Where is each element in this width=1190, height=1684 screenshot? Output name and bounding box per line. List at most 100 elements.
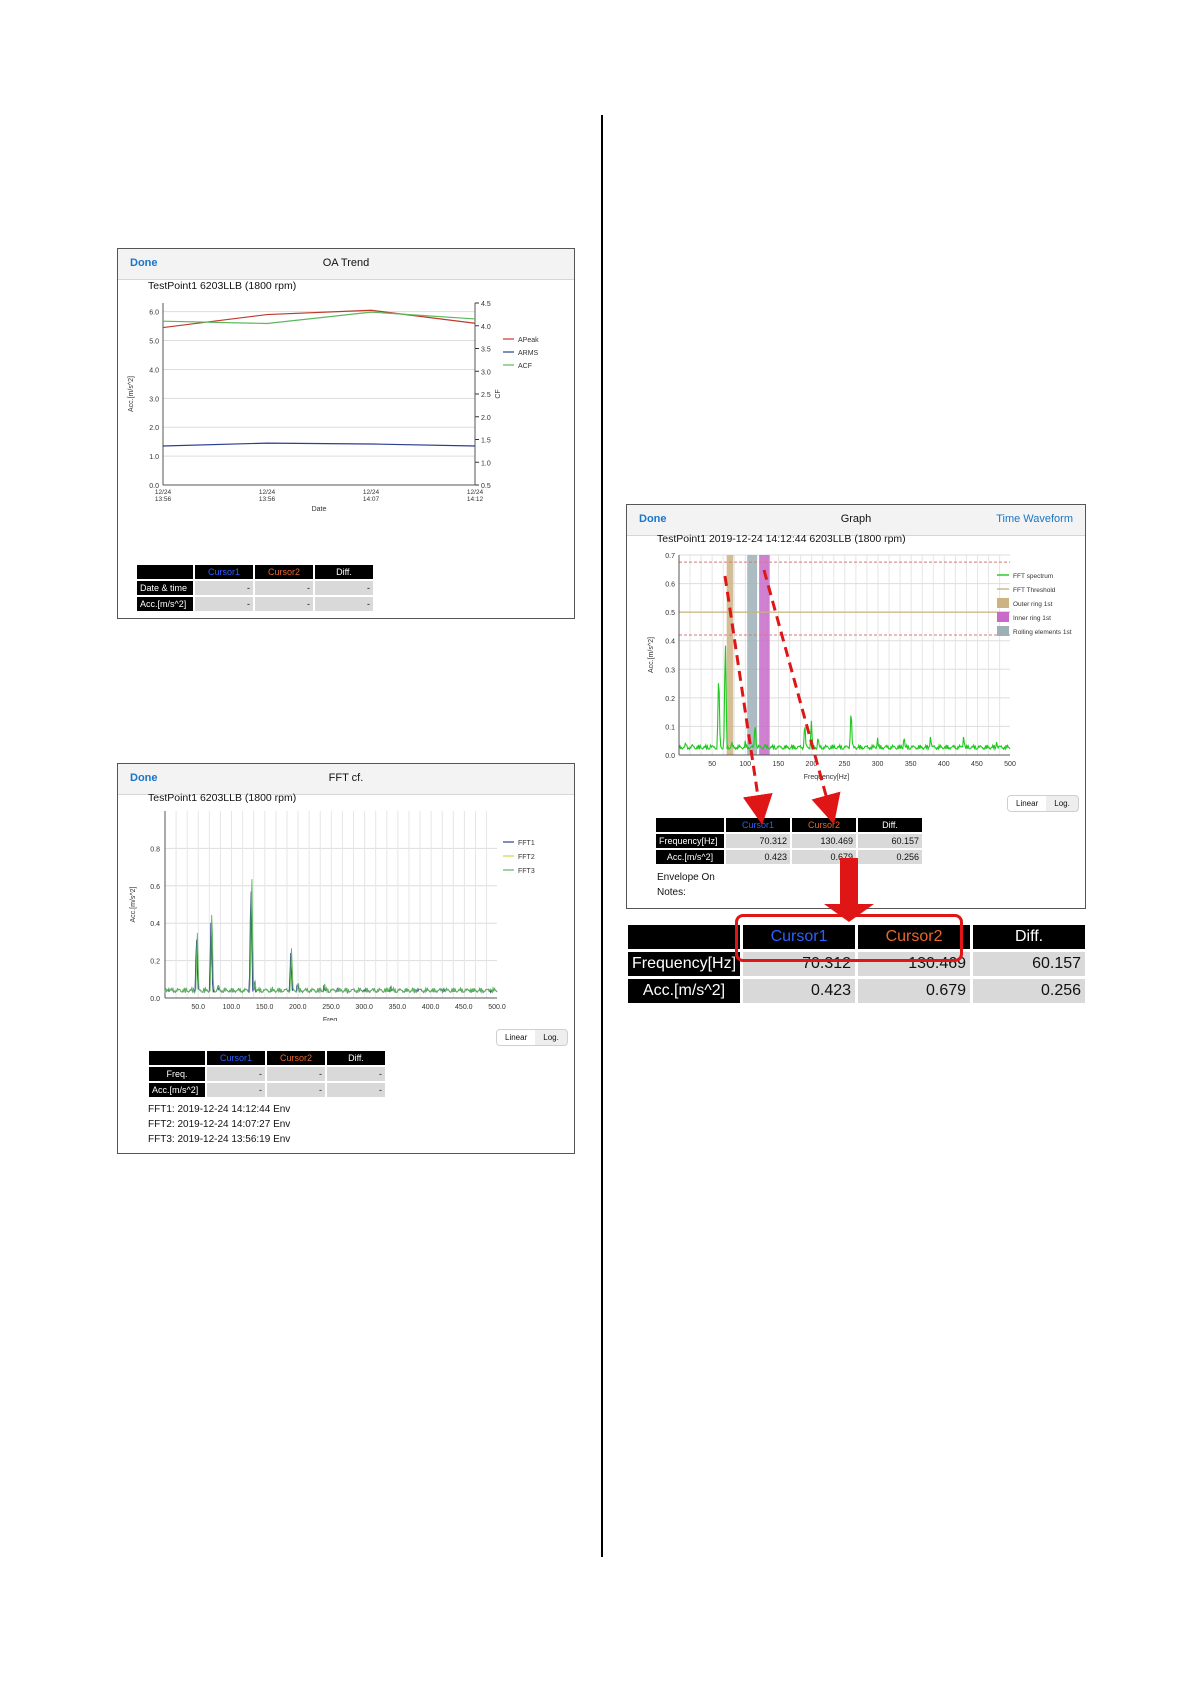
diff-header: Diff.	[858, 818, 922, 832]
row-label: Date & time	[137, 581, 193, 595]
x-tick-label: 12/24	[259, 489, 276, 496]
x-tick-label: 350	[905, 761, 917, 768]
x-tick-label: 150.0	[256, 1004, 274, 1011]
x-tick-label: 300	[872, 761, 884, 768]
done-button[interactable]: Done	[130, 257, 158, 269]
table-row: Acc.[m/s^2] - - -	[149, 1083, 385, 1097]
fft-spectrum-chart[interactable]: 0.0 0.1 0.2 0.3 0.4 0.5 0.6 0.7 50 100 150 200 250 30…	[627, 547, 1085, 787]
x-tick-label: 14:07	[363, 496, 380, 503]
measurement-subtitle: TestPoint1 6203LLB (1800 rpm)	[148, 792, 297, 804]
table-cell: 130.469	[792, 834, 856, 848]
cursor2-header[interactable]: Cursor2	[255, 565, 313, 579]
y-tick-label: 0.2	[150, 959, 160, 966]
linear-button[interactable]: Linear	[497, 1030, 536, 1045]
y2-tick-label: 3.0	[481, 369, 491, 376]
screen-title: OA Trend	[322, 257, 370, 269]
table-corner	[656, 818, 724, 832]
y-tick-label: 0.7	[665, 553, 675, 560]
row-label: Acc.[m/s^2]	[628, 979, 741, 1003]
graph-topbar: Done Graph Time Waveform	[627, 505, 1085, 536]
diff-header: Diff.	[973, 925, 1086, 949]
legend-label: Rolling elements 1st	[1013, 629, 1072, 636]
cursor1-header[interactable]: Cursor1	[743, 925, 856, 949]
row-label: Acc.[m/s^2]	[149, 1083, 205, 1097]
x-tick-label: 200.0	[289, 1004, 307, 1011]
y-tick-label: 0.0	[665, 753, 675, 760]
table-row: Freq. - - -	[149, 1067, 385, 1081]
table-cell: -	[327, 1067, 385, 1081]
log-button[interactable]: Log.	[1054, 799, 1070, 808]
scale-toggle: Linear Log.	[1007, 795, 1079, 812]
diff-header: Diff.	[327, 1051, 385, 1065]
table-row: Acc.[m/s^2] 0.423 0.679 0.256	[628, 979, 1086, 1003]
x-tick-label: 50.0	[191, 1004, 205, 1011]
x-tick-label: 500	[1004, 761, 1016, 768]
x-tick-label: 12/24	[155, 489, 172, 496]
y-axis-label: Acc.[m/s^2]	[130, 886, 137, 922]
table-corner	[149, 1051, 205, 1065]
table-cell: -	[195, 581, 253, 595]
cursor1-header[interactable]: Cursor1	[726, 818, 790, 832]
linear-button[interactable]: Linear	[1008, 796, 1047, 811]
y2-tick-label: 2.0	[481, 415, 491, 422]
x-tick-label: 350.0	[389, 1004, 407, 1011]
fft-compare-chart[interactable]: 0.0 0.2 0.4 0.6 0.8 50.0 100.0 150.0 200.0 250.0 3…	[118, 806, 574, 1021]
legend-swatch	[997, 598, 1009, 608]
cursor2-header[interactable]: Cursor2	[858, 925, 971, 949]
x-tick-label: 400	[938, 761, 950, 768]
table-row: Acc.[m/s^2] 0.423 0.679 0.256	[656, 850, 922, 864]
x-axis-label: Freq.	[323, 1017, 339, 1021]
x-tick-label: 13:56	[155, 496, 172, 503]
y-tick-label: 3.0	[149, 396, 159, 403]
legend-label: ACF	[518, 363, 532, 370]
y-tick-label: 1.0	[149, 454, 159, 461]
notes-label: Notes:	[657, 887, 686, 898]
cursor-table: Cursor1 Cursor2 Diff. Frequency[Hz] 70.3…	[654, 816, 924, 866]
y-tick-label: 0.0	[150, 996, 160, 1003]
x-tick-label: 200	[806, 761, 818, 768]
y-tick-label: 0.1	[665, 724, 675, 731]
oa-trend-chart[interactable]: 0.0 1.0 2.0 3.0 4.0 5.0 6.0 0.5 1.0 1.5 2.0 2.5 3.0 3…	[118, 295, 574, 545]
fft-list: FFT1: 2019-12-24 14:12:44 Env FFT2: 2019…	[148, 1102, 290, 1147]
done-button[interactable]: Done	[639, 513, 667, 525]
row-label: Acc.[m/s^2]	[137, 597, 193, 611]
y2-tick-label: 1.0	[481, 460, 491, 467]
table-cell: -	[255, 597, 313, 611]
x-tick-label: 250	[839, 761, 851, 768]
y-tick-label: 0.8	[150, 846, 160, 853]
x-tick-label: 50	[708, 761, 716, 768]
cursor1-header[interactable]: Cursor1	[195, 565, 253, 579]
legend-swatch	[997, 626, 1009, 636]
column-divider	[601, 115, 603, 1557]
cursor-table: Cursor1 Cursor2 Diff. Date & time - - - …	[135, 563, 375, 613]
cursor1-header[interactable]: Cursor1	[207, 1051, 265, 1065]
log-button[interactable]: Log.	[543, 1033, 559, 1042]
x-tick-label: 100.0	[223, 1004, 241, 1011]
y-tick-label: 0.6	[665, 582, 675, 589]
legend-label: ARMS	[518, 350, 539, 357]
cursor-header-highlight	[735, 914, 963, 962]
series-line-acf	[162, 311, 476, 325]
y2-tick-label: 4.0	[481, 324, 491, 331]
legend-label: FFT3	[518, 868, 535, 875]
y2-tick-label: 1.5	[481, 438, 491, 445]
y2-axis-label: CF	[495, 389, 502, 398]
table-row: Acc.[m/s^2] - - -	[137, 597, 373, 611]
table-row: Frequency[Hz] 70.312 130.469 60.157	[628, 952, 1086, 976]
table-cell: 60.157	[973, 952, 1086, 976]
cursor2-header[interactable]: Cursor2	[267, 1051, 325, 1065]
graph-notes: Envelope On Notes:	[657, 870, 715, 900]
graph-panel: Done Graph Time Waveform TestPoint1 2019…	[626, 504, 1086, 909]
time-waveform-link[interactable]: Time Waveform	[996, 513, 1073, 525]
cursor2-header[interactable]: Cursor2	[792, 818, 856, 832]
legend-swatch	[997, 612, 1009, 622]
series-line-fft3	[164, 879, 498, 995]
legend-label: FFT Threshold	[1013, 587, 1056, 594]
band-inner-ring-1st	[759, 555, 770, 755]
table-cell: -	[327, 1083, 385, 1097]
done-button[interactable]: Done	[130, 772, 158, 784]
y-tick-label: 0.4	[665, 639, 675, 646]
x-tick-label: 150	[772, 761, 784, 768]
table-cell: -	[315, 597, 373, 611]
x-tick-label: 14:12	[467, 496, 484, 503]
